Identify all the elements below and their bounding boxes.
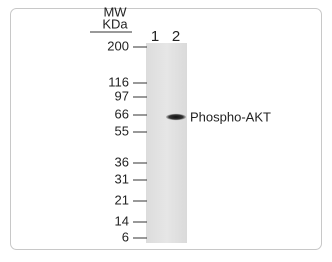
marker-label: 66	[115, 106, 129, 121]
marker-label: 200	[107, 38, 129, 53]
western-blot-figure: MW KDa Phospho-AKT 122001169766553631211…	[0, 0, 332, 257]
marker-label: 6	[122, 229, 129, 244]
band-label: Phospho-AKT	[190, 109, 271, 124]
lane-label: 2	[172, 28, 180, 45]
marker-label: 36	[115, 154, 129, 169]
unit-label: KDa	[102, 16, 128, 31]
gel-strip	[146, 43, 187, 243]
protein-band	[166, 114, 186, 120]
marker-label: 14	[115, 213, 129, 228]
marker-label: 97	[115, 88, 129, 103]
lane-label: 1	[151, 28, 159, 45]
page: {"header": {"mw": "MW", "unit": "KDa"}, …	[0, 0, 332, 257]
marker-label: 21	[115, 192, 129, 207]
marker-label: 31	[115, 171, 129, 186]
marker-label: 55	[115, 123, 129, 138]
marker-label: 116	[108, 74, 129, 89]
